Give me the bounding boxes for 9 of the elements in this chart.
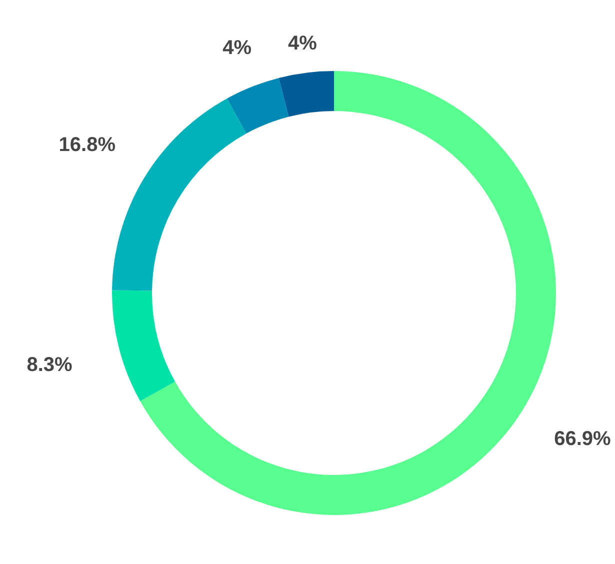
donut-slice xyxy=(227,78,289,134)
donut-slice xyxy=(140,71,556,515)
data-label: 16.8% xyxy=(58,134,116,156)
data-label: 66.9% xyxy=(554,428,612,450)
donut-slice xyxy=(278,71,334,117)
donut-slice xyxy=(112,290,176,402)
data-label: 4% xyxy=(222,37,252,60)
data-label: 4% xyxy=(288,32,318,55)
data-label: 8.3% xyxy=(26,354,73,376)
